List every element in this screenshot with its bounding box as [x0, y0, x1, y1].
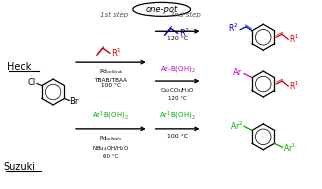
Text: Cs$_2$CO$_3$/H$_2$O
120 °C: Cs$_2$CO$_3$/H$_2$O 120 °C: [160, 86, 195, 101]
Text: Ar$^1$: Ar$^1$: [283, 142, 297, 154]
Text: 120 °C: 120 °C: [167, 36, 188, 41]
Text: R$^1$: R$^1$: [111, 47, 122, 59]
Text: Ar$^1$B(OH)$_2$: Ar$^1$B(OH)$_2$: [92, 110, 129, 122]
Text: 2nd step: 2nd step: [170, 12, 201, 18]
Text: R$^2$: R$^2$: [228, 22, 238, 34]
Text: R$^1$: R$^1$: [289, 80, 299, 92]
Text: R$^2$: R$^2$: [179, 27, 190, 40]
Text: Br: Br: [70, 97, 79, 106]
Text: 100 °C: 100 °C: [167, 134, 188, 139]
Text: Cl: Cl: [28, 78, 36, 87]
Text: 1st step: 1st step: [100, 12, 128, 18]
Text: one-pot: one-pot: [146, 5, 178, 14]
Text: Ar-B(OH)$_2$: Ar-B(OH)$_2$: [160, 64, 195, 74]
Text: Suzuki: Suzuki: [3, 162, 35, 172]
Text: Ar: Ar: [233, 68, 242, 77]
Text: Heck: Heck: [7, 62, 32, 72]
Text: Ar$^2$: Ar$^2$: [230, 119, 243, 132]
Text: Pd$_{colloids}$
TBAB/TBAA
100 °C: Pd$_{colloids}$ TBAB/TBAA 100 °C: [94, 67, 128, 88]
Text: Ar$^1$B(OH)$_2$: Ar$^1$B(OH)$_2$: [159, 110, 196, 122]
Text: R$^1$: R$^1$: [289, 33, 299, 45]
Text: Pd$_{colloids}$
NBu$_4$OH/H$_2$O
60 °C: Pd$_{colloids}$ NBu$_4$OH/H$_2$O 60 °C: [92, 134, 129, 159]
